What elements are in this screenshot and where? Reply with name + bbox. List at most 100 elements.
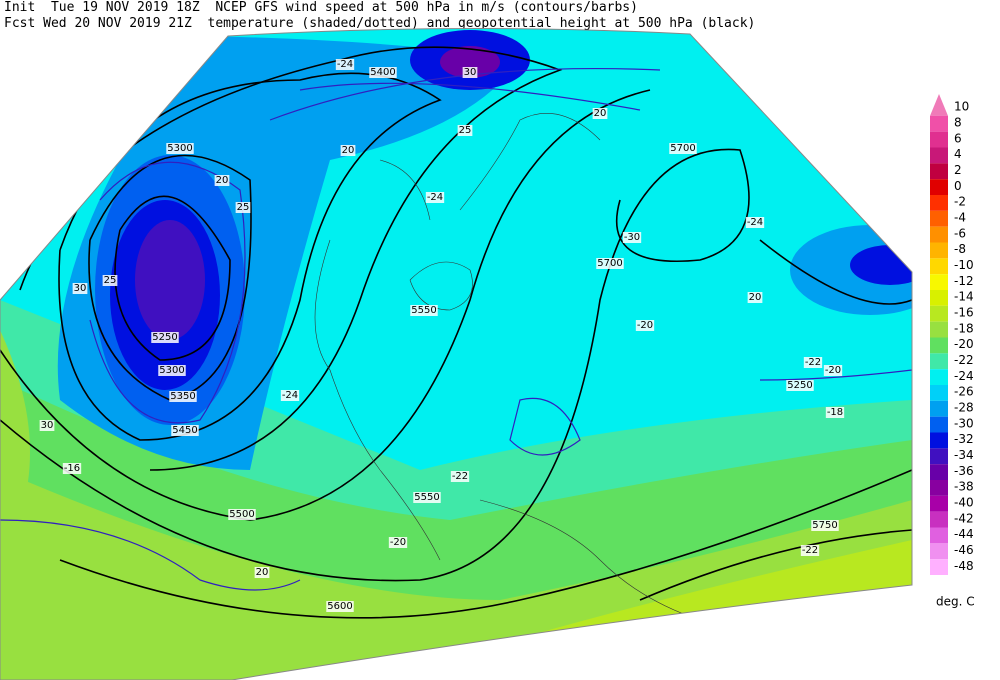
colorbar-box [930, 115, 948, 132]
contour-label: 5250 [152, 332, 177, 343]
contour-label-bg [803, 357, 823, 368]
contour-label-bg [462, 67, 478, 78]
contour-label-bg [745, 217, 765, 228]
contour-label-bg [592, 108, 608, 119]
contour-label-bg [166, 143, 194, 154]
header-line: Fcst Wed 20 NOV 2019 21Z temperature (sh… [4, 16, 756, 31]
contour-label-bg [62, 463, 82, 474]
contour-label: 20 [256, 567, 269, 578]
colorbar-label: 0 [954, 179, 962, 193]
contour-label-bg [340, 145, 356, 156]
colorbar-box [930, 195, 948, 211]
contour-label: -20 [825, 365, 841, 376]
contour-label-bg [388, 537, 408, 548]
colorbar-label: -42 [954, 511, 974, 525]
colorbar-label: -20 [954, 337, 974, 351]
colorbar-label: 6 [954, 131, 962, 145]
contour-label-bg [228, 509, 256, 520]
colorbar-box [930, 290, 948, 306]
contour-label-bg [214, 175, 230, 186]
contour-label: -22 [802, 545, 818, 556]
colorbar-label: 8 [954, 115, 962, 129]
contour-label: 5350 [170, 391, 195, 402]
contour-label: -24 [427, 192, 443, 203]
contour-label: -22 [805, 357, 821, 368]
contour-label: 5400 [370, 67, 395, 78]
contour-label-bg [596, 258, 624, 269]
contour-label: -24 [747, 217, 763, 228]
colorbar-label: -18 [954, 321, 974, 335]
contour-label: 30 [41, 420, 54, 431]
colorbar-box [930, 131, 948, 148]
contour-label: -30 [624, 232, 640, 243]
colorbar-box [930, 242, 948, 259]
contour-label-bg [823, 365, 843, 376]
colorbar-label: -28 [954, 400, 974, 414]
header-line: Init Tue 19 NOV 2019 18Z NCEP GFS wind s… [4, 0, 638, 15]
contour-label-bg [254, 567, 270, 578]
coastlines [314, 113, 701, 621]
contour-label-bg [669, 143, 697, 154]
colorbar-box [930, 353, 948, 370]
contour-label-bg [413, 492, 441, 503]
colorbar-label: -24 [954, 369, 974, 383]
colorbar-box [930, 543, 948, 560]
map-border [0, 27, 913, 680]
colorbar-box [930, 385, 948, 401]
contour-label-bg [171, 425, 199, 436]
colorbar-box [930, 258, 948, 275]
contour-label-bg [102, 275, 118, 286]
contour-label: 20 [216, 175, 229, 186]
contour-label: -24 [337, 59, 353, 70]
colorbar-label: -40 [954, 495, 974, 509]
contour-label-bg [425, 192, 445, 203]
contour-label: 5300 [167, 143, 192, 154]
contour-label: 5550 [411, 305, 436, 316]
colorbar-box [930, 321, 948, 338]
colorbar-box [930, 369, 948, 385]
contour-label: 5250 [787, 380, 812, 391]
colorbar-label: -44 [954, 527, 974, 541]
colorbar-label: -30 [954, 416, 974, 430]
contour-label-bg [369, 67, 397, 78]
contour-label-bg [335, 59, 355, 70]
colorbar-label: -4 [954, 210, 966, 224]
colorbar-box [930, 274, 948, 290]
colorbar-label: -16 [954, 305, 974, 319]
contour-label-bg [326, 601, 354, 612]
contour-label-bg [825, 407, 845, 418]
colorbar-box [930, 305, 948, 322]
contour-label: 25 [237, 202, 250, 213]
contour-label: 5750 [812, 520, 837, 531]
height-contours [0, 46, 912, 619]
contour-label-bg [169, 391, 197, 402]
colorbar-box [930, 147, 948, 164]
contour-label-bg [72, 283, 88, 294]
contour-label-bg [158, 365, 186, 376]
colorbar-label: -6 [954, 226, 966, 240]
colorbar-box [930, 480, 948, 496]
contour-label-bg [410, 305, 438, 316]
colorbar-label: -10 [954, 258, 974, 272]
colorbar-label: 10 [954, 100, 969, 114]
colorbar-box [930, 527, 948, 544]
colorbar-box [930, 432, 948, 449]
contour-label: 5550 [414, 492, 439, 503]
colorbar-label: 4 [954, 147, 962, 161]
contour-label: -18 [827, 407, 843, 418]
colorbar-label: -48 [954, 559, 974, 573]
colorbar-cap [930, 94, 948, 116]
colorbar-box [930, 337, 948, 354]
contour-label: 5700 [670, 143, 695, 154]
contour-label-bg [786, 380, 814, 391]
colorbar-box [930, 464, 948, 480]
contour-label: 30 [464, 67, 477, 78]
colorbar-label: -46 [954, 543, 974, 557]
colorbar-label: 2 [954, 163, 962, 177]
colorbar-label: -32 [954, 432, 974, 446]
colorbar-label: -22 [954, 353, 974, 367]
colorbar-box [930, 210, 948, 227]
colorbar-box [930, 559, 948, 575]
contour-label-bg [800, 545, 820, 556]
